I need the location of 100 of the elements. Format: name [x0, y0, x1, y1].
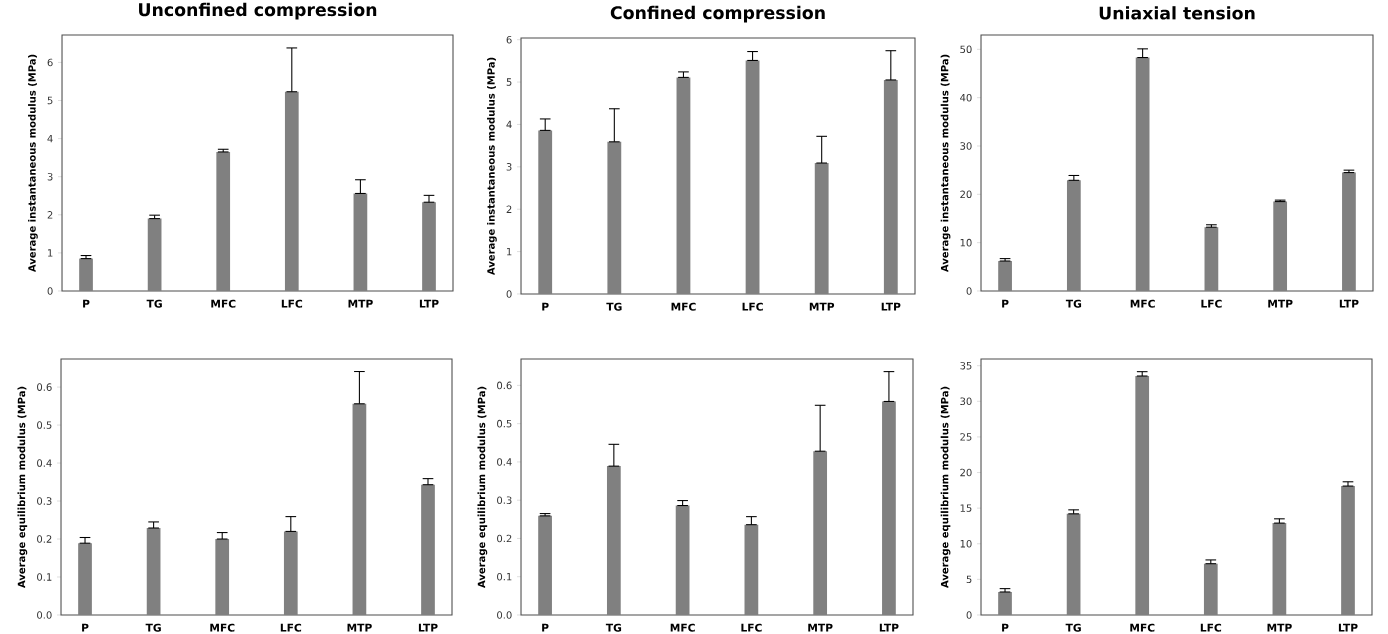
- y-tick-label: 15: [960, 504, 972, 512]
- bar: [78, 543, 92, 615]
- y-tick-label: 20: [960, 468, 972, 477]
- y-axis-title: Average equilibrium modulus (MPa): [940, 386, 951, 588]
- y-tick-label: 5: [47, 96, 53, 105]
- bar: [1203, 563, 1218, 615]
- x-tick-label: TG: [1065, 299, 1082, 308]
- y-tick-label: 1: [507, 247, 512, 256]
- x-tick-label: LTP: [418, 623, 438, 632]
- x-tick-label: MTP: [1268, 299, 1293, 308]
- y-tick-label: 10: [960, 539, 972, 548]
- x-tick-label: LFC: [741, 623, 762, 632]
- y-tick-label: 0.2: [497, 534, 512, 543]
- x-tick-label: MFC: [670, 623, 695, 632]
- y-tick-label: 35: [960, 361, 972, 370]
- y-tick-label: 0.2: [37, 535, 52, 543]
- x-tick-label: LTP: [1339, 299, 1359, 308]
- x-tick-label: LTP: [879, 623, 899, 632]
- y-tick-label: 4: [47, 134, 53, 143]
- y-tick-label: 0.6: [497, 381, 512, 390]
- y-tick-label: 20: [960, 190, 972, 199]
- y-tick-label: 30: [960, 397, 972, 406]
- y-tick-label: 5: [506, 78, 512, 86]
- x-tick-label: MTP: [1267, 623, 1292, 632]
- x-tick-label: P: [82, 623, 89, 632]
- bar: [745, 60, 760, 294]
- x-tick-label: LFC: [1201, 299, 1222, 308]
- x-tick-label: MFC: [1130, 623, 1155, 632]
- bar: [814, 163, 829, 294]
- bar: [744, 524, 759, 615]
- bar: [1135, 376, 1150, 615]
- y-axis-title: Average equilibrium modulus (MPa): [17, 386, 28, 588]
- chart-title: Uniaxial tension: [1099, 6, 1255, 20]
- x-tick-label: MTP: [809, 302, 835, 311]
- x-tick-label: TG: [145, 623, 161, 632]
- bar: [998, 591, 1012, 615]
- y-axis-title: Average instantaneous modulus (MPa): [487, 57, 497, 276]
- x-tick-label: LFC: [280, 623, 302, 632]
- x-tick-label: P: [542, 302, 549, 311]
- bar: [1272, 523, 1287, 615]
- y-tick-label: 4: [506, 120, 512, 129]
- x-tick-label: LFC: [1200, 623, 1222, 632]
- bar: [1066, 180, 1081, 291]
- x-tick-label: P: [83, 299, 90, 308]
- y-axis-title: Average instantaneous modulus (MPa): [940, 54, 951, 273]
- y-tick-label: 2: [506, 205, 512, 213]
- bar: [352, 403, 367, 615]
- y-tick-label: 0: [506, 290, 512, 298]
- x-tick-label: TG: [606, 302, 622, 311]
- y-tick-label: 6: [506, 35, 512, 44]
- x-tick-label: P: [1002, 299, 1009, 308]
- y-tick-label: 30: [960, 142, 972, 150]
- x-tick-label: MFC: [1130, 299, 1155, 308]
- y-tick-label: 1: [48, 249, 53, 257]
- bar: [216, 151, 231, 291]
- bar: [215, 539, 230, 615]
- bar: [1341, 486, 1355, 615]
- y-tick-label: 0.6: [37, 383, 52, 391]
- y-tick-label: 0.0: [37, 611, 52, 619]
- y-tick-label: 3: [506, 163, 512, 171]
- bar: [883, 79, 898, 294]
- y-tick-label: 40: [960, 93, 972, 102]
- bar: [538, 515, 552, 615]
- x-tick-label: MFC: [211, 299, 236, 308]
- x-tick-label: MFC: [671, 302, 696, 311]
- bar: [283, 531, 298, 615]
- bar: [676, 77, 691, 294]
- y-tick-label: 10: [960, 238, 972, 247]
- x-tick-label: TG: [1065, 623, 1081, 632]
- x-tick-label: LTP: [1338, 623, 1358, 632]
- chart-title: Confined compression: [610, 5, 825, 23]
- y-tick-label: 50: [960, 45, 972, 54]
- bar: [1135, 57, 1150, 291]
- x-tick-label: MFC: [210, 623, 235, 632]
- y-axis-title: Average equilibrium modulus (MPa): [477, 386, 488, 588]
- y-tick-label: 0.1: [37, 573, 52, 581]
- y-tick-label: 0.4: [37, 459, 52, 467]
- y-tick-label: 0: [47, 287, 53, 295]
- chart-title: Unconfined compression: [139, 2, 377, 20]
- bar: [353, 193, 368, 291]
- y-tick-label: 0.5: [37, 421, 52, 429]
- y-tick-label: 0.5: [497, 419, 512, 428]
- y-tick-label: 5: [966, 575, 972, 584]
- x-tick-label: LFC: [281, 299, 303, 308]
- y-tick-label: 0.3: [497, 496, 512, 504]
- x-tick-label: MTP: [808, 623, 833, 632]
- bar: [147, 218, 162, 291]
- y-tick-label: 0.4: [497, 458, 512, 466]
- y-tick-label: 0: [966, 287, 972, 295]
- y-tick-label: 6: [47, 58, 53, 67]
- y-tick-label: 0: [966, 611, 972, 619]
- bar: [1273, 201, 1288, 291]
- y-tick-label: 0.3: [37, 497, 52, 505]
- bar: [882, 401, 896, 615]
- y-tick-label: 2: [47, 211, 53, 219]
- bar: [422, 202, 436, 291]
- x-tick-label: LFC: [742, 302, 763, 311]
- bar: [813, 451, 828, 615]
- bar: [606, 466, 621, 615]
- x-tick-label: TG: [146, 299, 162, 308]
